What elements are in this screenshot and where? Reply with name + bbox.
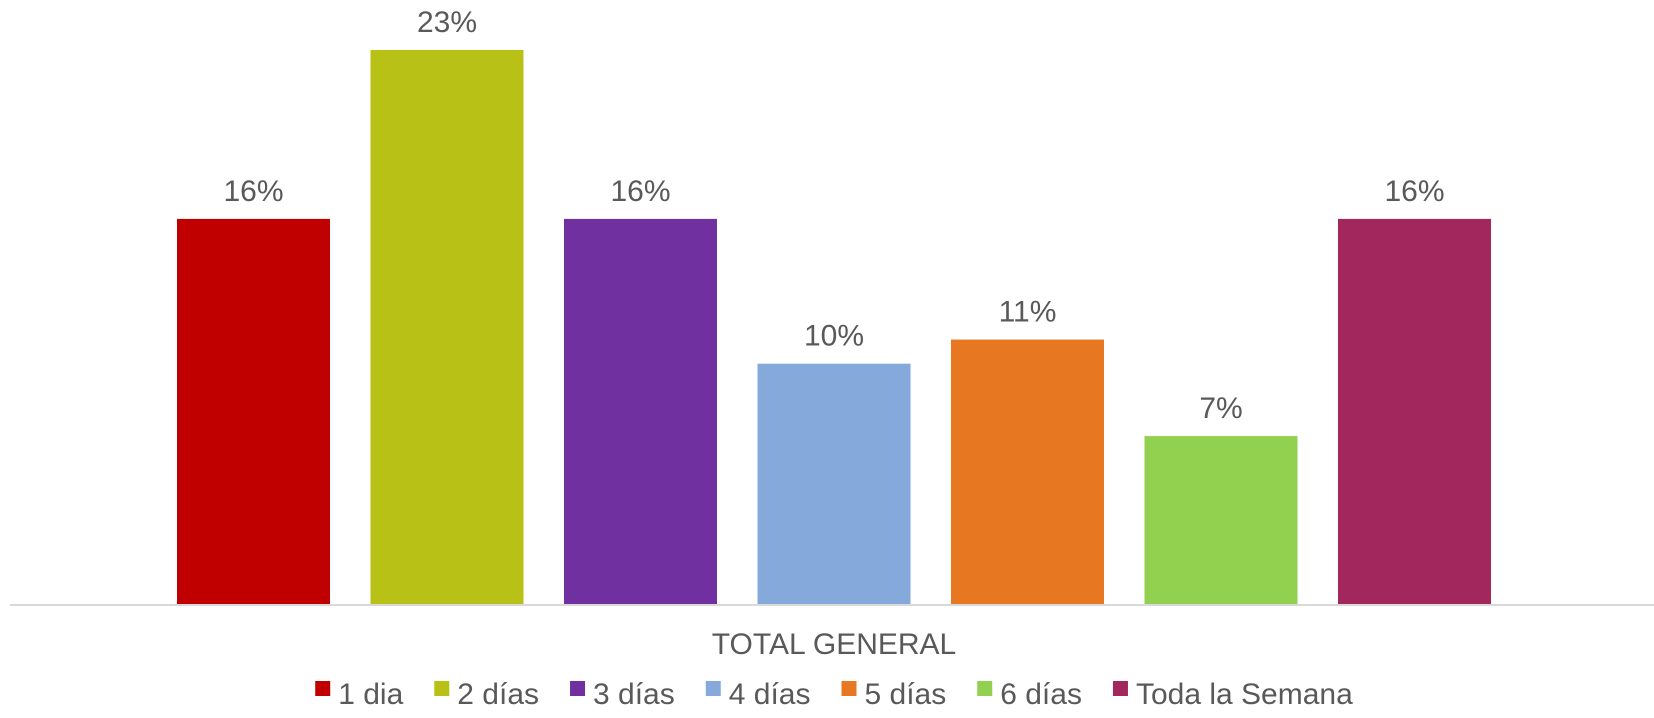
legend-label-3: 3 días	[593, 678, 675, 711]
legend-item-1: 1 dia	[315, 678, 404, 711]
data-label-3: 16%	[610, 175, 670, 208]
x-category-label: TOTAL GENERAL	[712, 628, 957, 661]
legend-label-1: 1 dia	[338, 678, 403, 711]
legend-item-7: Toda la Semana	[1112, 678, 1353, 711]
legend-label-7: Toda la Semana	[1136, 678, 1353, 711]
legend-item-6: 6 días	[977, 678, 1082, 711]
legend: 1 dia 2 días 3 días 4 días 5 días 6 días Toda …	[315, 678, 1353, 711]
legend-label-6: 6 días	[1000, 678, 1082, 711]
legend-label-2: 2 días	[457, 678, 539, 711]
data-label-5: 11%	[999, 296, 1057, 329]
data-label-2: 23%	[417, 6, 477, 39]
legend-swatch-1	[315, 681, 331, 696]
bar-7	[1338, 218, 1491, 606]
data-label-4: 10%	[804, 320, 864, 353]
bar-2	[370, 50, 524, 605]
legend-item-3: 3 días	[570, 678, 675, 711]
bar-3	[564, 218, 717, 606]
bar-4	[757, 363, 911, 605]
bar-6	[1144, 436, 1298, 605]
legend-item-4: 4 días	[705, 678, 811, 711]
legend-swatch-6	[977, 681, 993, 696]
data-label-6: 7%	[1199, 392, 1242, 425]
legend-label-4: 4 días	[729, 678, 811, 711]
data-label-1: 16%	[223, 175, 283, 208]
legend-swatch-4	[705, 681, 721, 696]
data-labels-group: 16% 23% 16% 10% 11% 7% 16%	[223, 6, 1444, 425]
bars-group	[177, 50, 1491, 606]
legend-label-5: 5 días	[864, 678, 946, 711]
legend-swatch-2	[434, 681, 450, 696]
legend-item-5: 5 días	[841, 678, 946, 711]
bar-1	[177, 218, 330, 606]
legend-swatch-3	[570, 681, 586, 696]
legend-swatch-5	[841, 681, 857, 696]
bar-5	[951, 339, 1104, 605]
data-label-7: 16%	[1384, 175, 1444, 208]
legend-item-2: 2 días	[434, 678, 539, 711]
legend-swatch-7	[1112, 681, 1128, 696]
